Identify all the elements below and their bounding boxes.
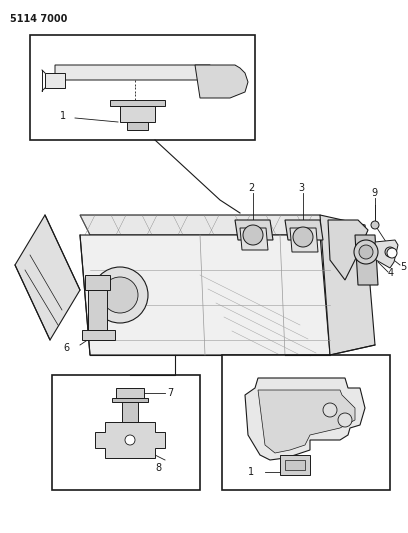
Polygon shape bbox=[285, 220, 323, 240]
Circle shape bbox=[293, 227, 313, 247]
Bar bbox=[30, 35, 255, 140]
Circle shape bbox=[385, 247, 395, 257]
Polygon shape bbox=[122, 398, 138, 422]
Polygon shape bbox=[116, 388, 144, 398]
Text: 6: 6 bbox=[63, 343, 69, 353]
Polygon shape bbox=[112, 398, 148, 402]
Text: 9: 9 bbox=[371, 188, 377, 198]
Circle shape bbox=[125, 435, 135, 445]
Polygon shape bbox=[127, 122, 148, 130]
Bar bbox=[222, 355, 390, 490]
Polygon shape bbox=[195, 65, 248, 98]
Polygon shape bbox=[320, 215, 375, 355]
Polygon shape bbox=[285, 460, 305, 470]
Circle shape bbox=[92, 267, 148, 323]
Text: 1: 1 bbox=[60, 111, 66, 121]
Text: 3: 3 bbox=[298, 183, 304, 193]
Text: 5: 5 bbox=[400, 262, 406, 272]
Polygon shape bbox=[210, 65, 235, 95]
Text: 4: 4 bbox=[388, 268, 394, 278]
Circle shape bbox=[387, 248, 397, 258]
Circle shape bbox=[102, 277, 138, 313]
Text: 7: 7 bbox=[167, 388, 173, 398]
Circle shape bbox=[354, 240, 378, 264]
Polygon shape bbox=[355, 235, 378, 285]
Circle shape bbox=[323, 403, 337, 417]
Circle shape bbox=[359, 245, 373, 259]
Text: 8: 8 bbox=[155, 463, 161, 473]
Polygon shape bbox=[120, 106, 155, 122]
Polygon shape bbox=[328, 220, 368, 280]
Polygon shape bbox=[85, 275, 110, 290]
Polygon shape bbox=[375, 240, 398, 268]
Text: 1: 1 bbox=[248, 467, 254, 477]
Polygon shape bbox=[55, 65, 215, 80]
Polygon shape bbox=[80, 235, 330, 355]
Bar bbox=[52, 375, 200, 490]
Polygon shape bbox=[95, 422, 165, 458]
Polygon shape bbox=[280, 455, 310, 475]
Polygon shape bbox=[235, 220, 273, 240]
Polygon shape bbox=[290, 228, 318, 252]
Polygon shape bbox=[110, 100, 165, 106]
Text: 2: 2 bbox=[248, 183, 254, 193]
Polygon shape bbox=[15, 215, 80, 340]
Text: 5114 7000: 5114 7000 bbox=[10, 14, 67, 24]
Polygon shape bbox=[240, 228, 268, 250]
Circle shape bbox=[243, 225, 263, 245]
Polygon shape bbox=[82, 330, 115, 340]
Circle shape bbox=[338, 413, 352, 427]
Polygon shape bbox=[88, 290, 107, 330]
Circle shape bbox=[371, 221, 379, 229]
Polygon shape bbox=[80, 215, 330, 235]
Polygon shape bbox=[245, 378, 365, 460]
Polygon shape bbox=[258, 390, 355, 453]
Polygon shape bbox=[45, 73, 65, 88]
